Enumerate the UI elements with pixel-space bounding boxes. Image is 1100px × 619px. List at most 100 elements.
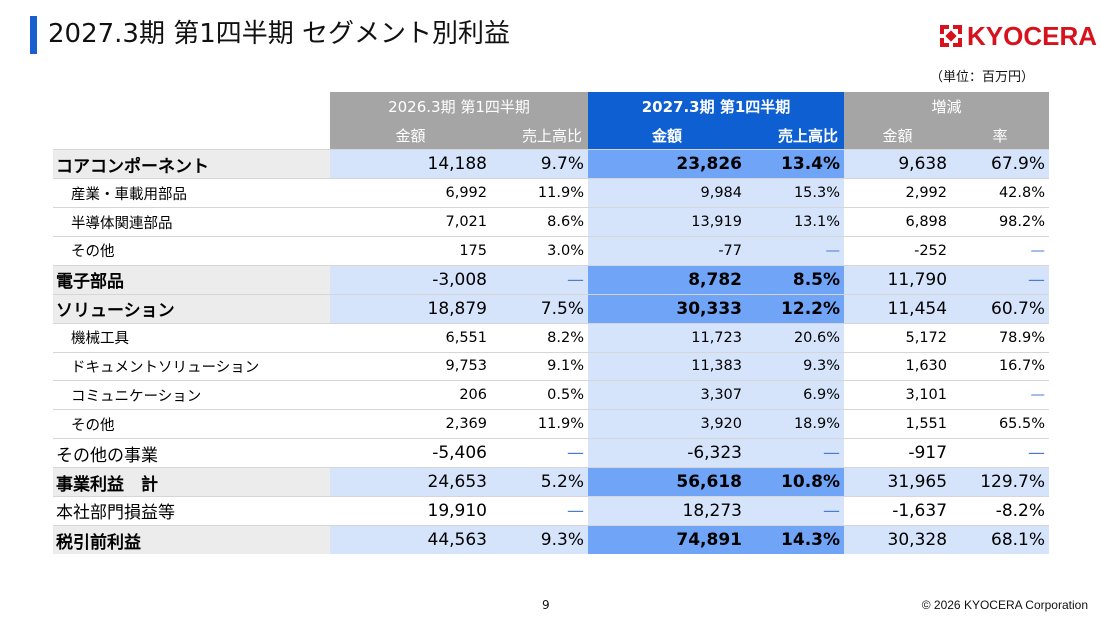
prev-amount-cell: 19,910 xyxy=(330,495,491,526)
header-blank xyxy=(53,92,330,121)
cur-amount-cell: 3,307 xyxy=(588,380,746,410)
header-cur-period: 2027.3期 第1四半期 xyxy=(588,92,845,121)
cur-amount-cell: 56,618 xyxy=(588,467,746,497)
cur-ratio-cell: 13.1% xyxy=(746,207,845,237)
cur-ratio-cell: — xyxy=(746,495,845,526)
row-label: ドキュメントソリューション xyxy=(53,351,330,381)
cur-ratio-cell: 10.8% xyxy=(746,467,845,497)
prev-amount-cell: 6,992 xyxy=(330,178,491,208)
table-row: コアコンポーネント 14,188 9.7% 23,826 13.4% 9,638 67.9% xyxy=(53,149,1050,179)
diff-amount-cell: 31,965 xyxy=(844,467,952,497)
cur-ratio-cell: 15.3% xyxy=(746,178,845,208)
diff-rate-cell: — xyxy=(951,264,1050,295)
cur-amount-cell: 9,984 xyxy=(588,178,746,208)
prev-amount-cell: -5,406 xyxy=(330,438,491,468)
table-row: 産業・車載用部品 6,992 11.9% 9,984 15.3% 2,992 42.8% xyxy=(53,178,1050,208)
prev-amount-cell: 44,563 xyxy=(330,524,491,555)
diff-rate-cell: 65.5% xyxy=(951,409,1050,439)
prev-ratio-cell: — xyxy=(491,264,588,295)
row-label: ソリューション xyxy=(53,293,330,324)
table-row: 本社部門損益等 19,910—18,273— -1,637 -8.2% xyxy=(53,495,1050,526)
cur-ratio-cell: 18.9% xyxy=(746,409,845,439)
page-number: 9 xyxy=(542,598,550,612)
diff-amount-cell: -917 xyxy=(844,438,952,468)
cur-amount-cell: -77 xyxy=(588,235,746,266)
diff-amount-cell: 6,898 xyxy=(844,207,952,237)
prev-ratio-cell: 3.0% xyxy=(491,235,588,266)
diff-amount-cell: 3,101 xyxy=(844,380,952,410)
cur-ratio-cell: 14.3% xyxy=(746,524,845,555)
cur-ratio-cell: 12.2% xyxy=(746,293,845,324)
diff-amount-cell: 9,638 xyxy=(844,149,952,179)
cur-amount-cell: 3,920 xyxy=(588,409,746,439)
header-prev-ratio: 売上高比 xyxy=(491,120,588,150)
prev-amount-cell: 24,653 xyxy=(330,467,491,497)
table-row: コミュニケーション 206 0.5% 3,307 6.9% 3,101— xyxy=(53,380,1050,410)
table-row: 税引前利益 44,563 9.3% 74,891 14.3% 30,328 68.1% xyxy=(53,524,1050,555)
row-label: 電子部品 xyxy=(53,264,330,295)
row-label: 本社部門損益等 xyxy=(53,495,330,526)
diff-rate-cell: 16.7% xyxy=(951,351,1050,381)
cur-ratio-cell: 20.6% xyxy=(746,322,845,353)
header-diff-rate: 率 xyxy=(951,120,1050,150)
prev-ratio-cell: 7.5% xyxy=(491,293,588,324)
diff-rate-cell: — xyxy=(951,380,1050,410)
diff-rate-cell: — xyxy=(951,235,1050,266)
diff-amount-cell: 2,992 xyxy=(844,178,952,208)
cur-amount-cell: 11,723 xyxy=(588,322,746,353)
segment-profit-table: 2026.3期 第1四半期 2027.3期 第1四半期 増減 金額 売上高比 金… xyxy=(53,92,1050,555)
table-row: ドキュメントソリューション 9,753 9.1% 11,383 9.3% 1,630 16.… xyxy=(53,351,1050,381)
table-row: 電子部品 -3,008—8,782 8.5% 11,790— xyxy=(53,264,1050,295)
prev-ratio-cell: — xyxy=(491,495,588,526)
title-accent-bar xyxy=(30,16,37,54)
copyright: © 2026 KYOCERA Corporation xyxy=(921,598,1088,612)
prev-ratio-cell: 8.6% xyxy=(491,207,588,237)
row-label: 半導体関連部品 xyxy=(53,207,330,237)
diff-rate-cell: 78.9% xyxy=(951,322,1050,353)
kyocera-logo: KYOCERA xyxy=(938,20,1097,52)
diff-amount-cell: -252 xyxy=(844,235,952,266)
table-row: その他の事業 -5,406— -6,323— -917— xyxy=(53,438,1050,468)
cur-amount-cell: 23,826 xyxy=(588,149,746,179)
cur-ratio-cell: 6.9% xyxy=(746,380,845,410)
cur-amount-cell: 18,273 xyxy=(588,495,746,526)
row-label: その他 xyxy=(53,235,330,266)
header-cur-ratio: 売上高比 xyxy=(746,120,845,150)
prev-amount-cell: 14,188 xyxy=(330,149,491,179)
cur-ratio-cell: 8.5% xyxy=(746,264,845,295)
header-cur-amount: 金額 xyxy=(588,120,746,150)
row-label: 税引前利益 xyxy=(53,524,330,555)
table-row: 半導体関連部品 7,021 8.6% 13,919 13.1% 6,898 98.2% xyxy=(53,207,1050,237)
cur-amount-cell: 13,919 xyxy=(588,207,746,237)
table-row: 事業利益 計 24,653 5.2% 56,618 10.8% 31,965 129.7% xyxy=(53,467,1050,497)
cur-ratio-cell: 9.3% xyxy=(746,351,845,381)
diff-amount-cell: 30,328 xyxy=(844,524,952,555)
prev-ratio-cell: 9.3% xyxy=(491,524,588,555)
diff-amount-cell: -1,637 xyxy=(844,495,952,526)
cur-ratio-cell: 13.4% xyxy=(746,149,845,179)
prev-ratio-cell: 9.1% xyxy=(491,351,588,381)
row-label: コアコンポーネント xyxy=(53,149,330,179)
prev-amount-cell: 7,021 xyxy=(330,207,491,237)
prev-amount-cell: 18,879 xyxy=(330,293,491,324)
prev-amount-cell: 206 xyxy=(330,380,491,410)
diff-rate-cell: 68.1% xyxy=(951,524,1050,555)
cur-amount-cell: -6,323 xyxy=(588,438,746,468)
row-label: その他 xyxy=(53,409,330,439)
diff-rate-cell: 60.7% xyxy=(951,293,1050,324)
cur-ratio-cell: — xyxy=(746,235,845,266)
row-label: その他の事業 xyxy=(53,438,330,468)
unit-label: （単位：百万円） xyxy=(929,70,1034,85)
cur-amount-cell: 74,891 xyxy=(588,524,746,555)
diff-rate-cell: — xyxy=(951,438,1050,468)
cur-ratio-cell: — xyxy=(746,438,845,468)
cur-amount-cell: 30,333 xyxy=(588,293,746,324)
diff-rate-cell: -8.2% xyxy=(951,495,1050,526)
diff-rate-cell: 42.8% xyxy=(951,178,1050,208)
prev-amount-cell: 6,551 xyxy=(330,322,491,353)
diff-rate-cell: 129.7% xyxy=(951,467,1050,497)
prev-ratio-cell: 8.2% xyxy=(491,322,588,353)
prev-amount-cell: 175 xyxy=(330,235,491,266)
diff-amount-cell: 11,790 xyxy=(844,264,952,295)
diff-amount-cell: 1,630 xyxy=(844,351,952,381)
